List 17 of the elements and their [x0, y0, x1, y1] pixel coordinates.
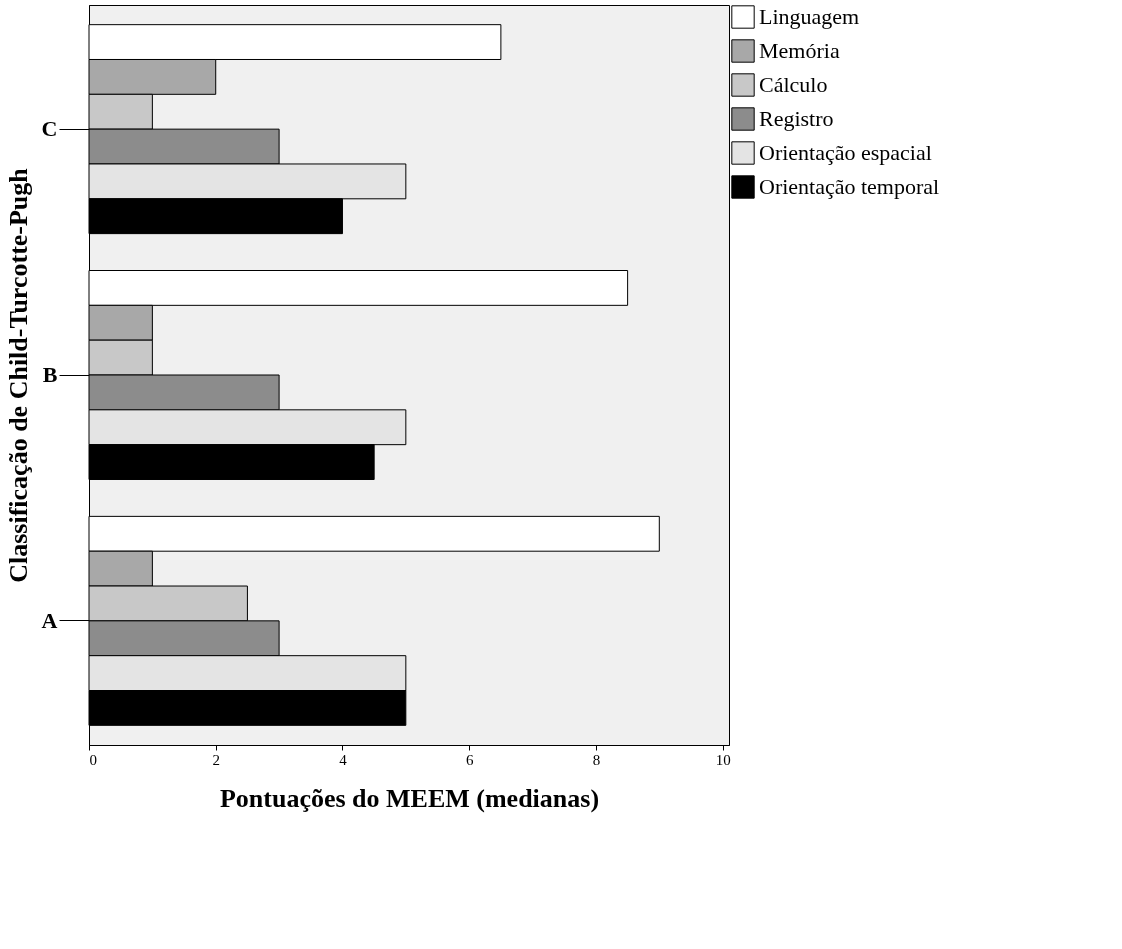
x-tick-label: 4: [339, 751, 348, 768]
y-tick-label: A: [41, 607, 58, 633]
y-tick-label: C: [41, 116, 58, 142]
legend-label: Orientação espacial: [759, 140, 932, 165]
x-tick-label: 2: [212, 751, 220, 768]
x-tick-label: 6: [465, 751, 474, 768]
x-tick-label: 8: [592, 751, 601, 768]
y-tick-label: B: [42, 362, 58, 387]
legend-label: Memória: [759, 38, 840, 63]
legend-label: Registro: [759, 106, 834, 131]
x-tick-label: 10: [715, 751, 731, 768]
x-axis-title: Pontuações do MEEM (medianas): [219, 783, 600, 813]
legend-label: Cálculo: [759, 72, 828, 97]
x-tick-label: 0: [89, 751, 97, 768]
legend-label: Orientação temporal: [759, 174, 940, 199]
y-axis-title: Classificação de Child-Turcotte-Pugh: [3, 167, 33, 583]
legend-label: Linguagem: [759, 4, 860, 29]
